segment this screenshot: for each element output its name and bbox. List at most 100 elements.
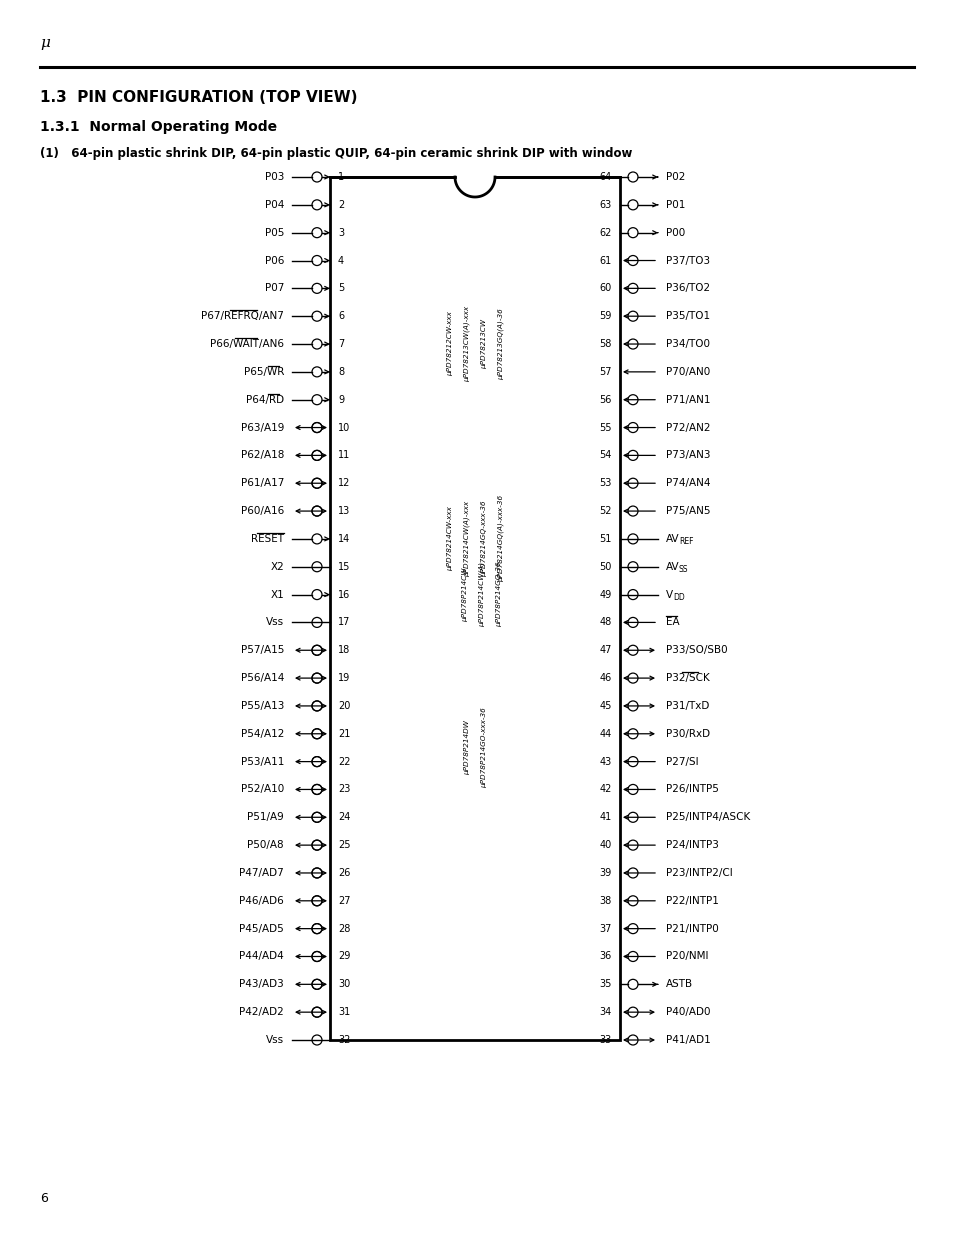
Text: 1.3.1  Normal Operating Mode: 1.3.1 Normal Operating Mode [40,120,276,135]
Text: P35/TO1: P35/TO1 [665,311,709,321]
Text: μPD78214GQ-xxx-36: μPD78214GQ-xxx-36 [480,500,486,577]
Text: 11: 11 [337,451,350,461]
Text: 2: 2 [337,200,344,210]
Text: 55: 55 [598,422,612,432]
Text: 51: 51 [599,534,612,543]
Text: REF: REF [679,537,693,546]
Text: μPD78214CW-xxx: μPD78214CW-xxx [447,506,453,572]
Text: P55/A13: P55/A13 [240,701,284,711]
Text: 60: 60 [599,283,612,294]
Text: P61/A17: P61/A17 [240,478,284,488]
Text: 56: 56 [599,395,612,405]
Text: P05: P05 [264,227,284,237]
Text: P27/SI: P27/SI [665,757,698,767]
Text: 50: 50 [599,562,612,572]
Text: SS: SS [679,566,688,574]
Text: P63/A19: P63/A19 [240,422,284,432]
Text: P52/A10: P52/A10 [240,784,284,794]
Text: 31: 31 [337,1008,350,1018]
Text: μPD78213CW: μPD78213CW [480,319,486,369]
Text: 43: 43 [599,757,612,767]
Text: Vss: Vss [266,618,284,627]
Text: P40/AD0: P40/AD0 [665,1008,710,1018]
Text: P31/TxD: P31/TxD [665,701,709,711]
Text: 14: 14 [337,534,350,543]
Text: 25: 25 [337,840,350,850]
Text: 28: 28 [337,924,350,934]
Text: 34: 34 [599,1008,612,1018]
Text: μPD78214CW(A)-xxx: μPD78214CW(A)-xxx [463,501,470,577]
Text: P60/A16: P60/A16 [240,506,284,516]
Text: AV: AV [665,534,679,543]
Text: 32: 32 [337,1035,350,1045]
Text: 23: 23 [337,784,350,794]
Text: μPD78212CW-xxx: μPD78212CW-xxx [447,311,453,377]
Text: 19: 19 [337,673,350,683]
Text: 12: 12 [337,478,350,488]
Text: P03: P03 [264,172,284,182]
Text: P30/RxD: P30/RxD [665,729,709,739]
Text: 37: 37 [599,924,612,934]
Text: μPD78P214DW: μPD78P214DW [463,720,470,776]
Text: (1)   64-pin plastic shrink DIP, 64-pin plastic QUIP, 64-pin ceramic shrink DIP : (1) 64-pin plastic shrink DIP, 64-pin pl… [40,147,632,161]
Text: 21: 21 [337,729,350,739]
Text: P46/AD6: P46/AD6 [239,895,284,905]
Text: 8: 8 [337,367,344,377]
Text: P06: P06 [264,256,284,266]
Text: 53: 53 [599,478,612,488]
Text: P00: P00 [665,227,684,237]
Text: 5: 5 [337,283,344,294]
Text: 7: 7 [337,340,344,350]
Text: 6: 6 [337,311,344,321]
Text: P32/SCK: P32/SCK [665,673,709,683]
Text: 39: 39 [599,868,612,878]
Text: 26: 26 [337,868,350,878]
Text: 13: 13 [337,506,350,516]
Text: 54: 54 [599,451,612,461]
Text: μPD78P214GO-xxx-36: μPD78P214GO-xxx-36 [480,708,486,788]
Text: 38: 38 [599,895,612,905]
Text: P24/INTP3: P24/INTP3 [665,840,719,850]
Text: 22: 22 [337,757,350,767]
Text: 29: 29 [337,951,350,962]
Text: 18: 18 [337,645,350,656]
Text: 57: 57 [598,367,612,377]
Text: P56/A14: P56/A14 [240,673,284,683]
Text: P26/INTP5: P26/INTP5 [665,784,719,794]
Text: μPD78213GQ(A)-36: μPD78213GQ(A)-36 [497,309,504,380]
Text: 61: 61 [599,256,612,266]
Text: P65/WR: P65/WR [243,367,284,377]
Text: P01: P01 [665,200,684,210]
Text: P43/AD3: P43/AD3 [239,979,284,989]
Text: P41/AD1: P41/AD1 [665,1035,710,1045]
Text: P53/A11: P53/A11 [240,757,284,767]
Text: 59: 59 [599,311,612,321]
Text: 45: 45 [599,701,612,711]
Text: 58: 58 [599,340,612,350]
Text: 33: 33 [599,1035,612,1045]
Text: 1: 1 [337,172,344,182]
Text: 48: 48 [599,618,612,627]
Text: 3: 3 [337,227,344,237]
Text: 20: 20 [337,701,350,711]
Text: 47: 47 [599,645,612,656]
Text: 36: 36 [599,951,612,962]
Text: P50/A8: P50/A8 [247,840,284,850]
Text: 24: 24 [337,813,350,823]
Text: 52: 52 [598,506,612,516]
Text: μPD78P214CW: μPD78P214CW [461,567,468,621]
Text: P25/INTP4/ASCK: P25/INTP4/ASCK [665,813,749,823]
Text: AV: AV [665,562,679,572]
Text: 10: 10 [337,422,350,432]
Text: P04: P04 [264,200,284,210]
Text: P71/AN1: P71/AN1 [665,395,710,405]
Text: P02: P02 [665,172,684,182]
Text: μ: μ [40,36,50,49]
Text: P74/AN4: P74/AN4 [665,478,710,488]
Text: P72/AN2: P72/AN2 [665,422,710,432]
Text: P22/INTP1: P22/INTP1 [665,895,719,905]
Text: μPD78213CW(A)-xxx: μPD78213CW(A)-xxx [463,306,470,382]
Text: P54/A12: P54/A12 [240,729,284,739]
Text: P21/INTP0: P21/INTP0 [665,924,718,934]
Text: 63: 63 [599,200,612,210]
